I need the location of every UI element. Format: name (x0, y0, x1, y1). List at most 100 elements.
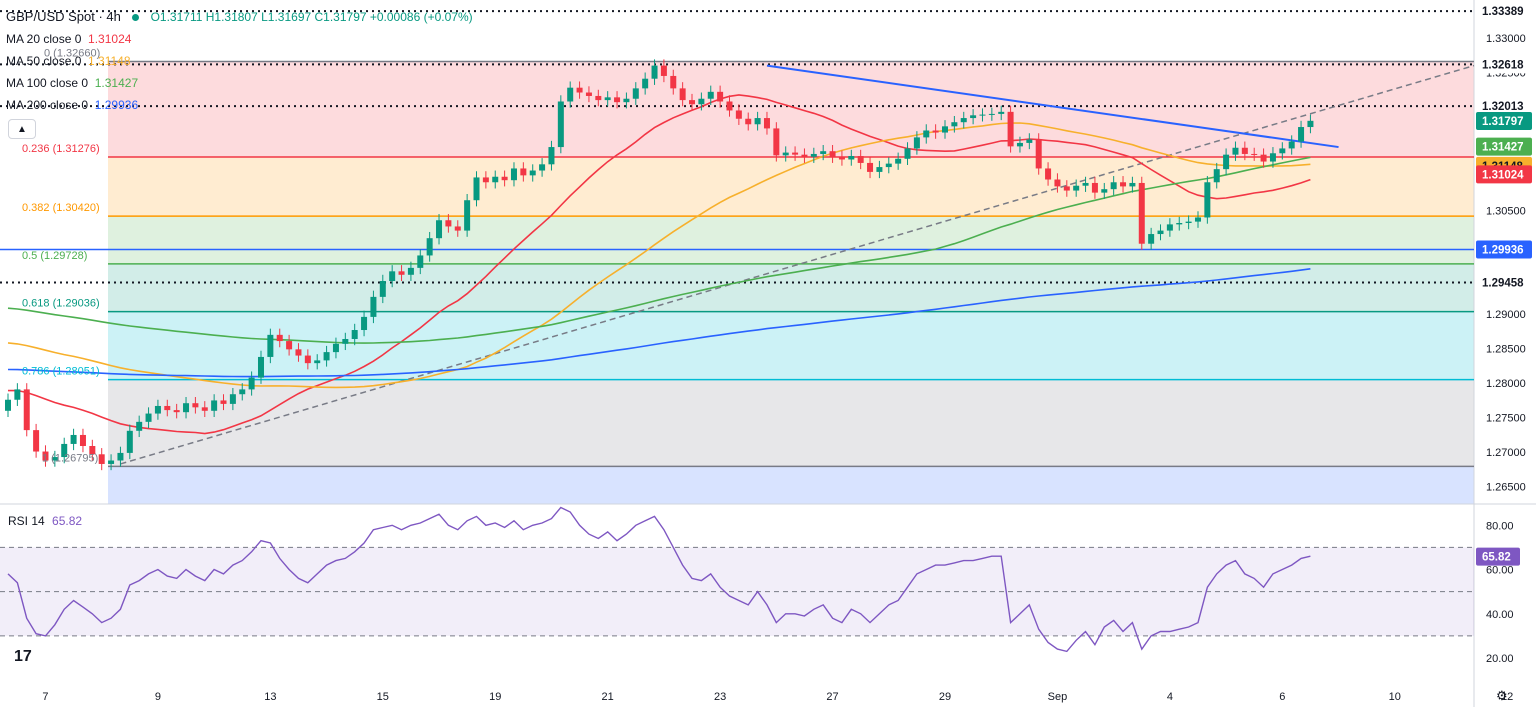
candle (970, 109, 977, 125)
candle-body (1101, 189, 1108, 193)
candle (314, 354, 321, 370)
candle (436, 214, 443, 245)
candle-body (379, 280, 386, 297)
symbol-title: GBP/USD Spot · 4h (6, 9, 121, 24)
candle (342, 332, 349, 351)
ma20-legend[interactable]: MA 20 close 0 1.31024 (6, 32, 132, 46)
rsi-legend[interactable]: RSI 14 65.82 (8, 514, 82, 528)
candle-body (436, 220, 443, 239)
candle (539, 158, 546, 177)
rsi-badge (1476, 547, 1520, 566)
candle (51, 450, 58, 467)
candle (951, 115, 958, 133)
rsi-title: RSI 14 (8, 514, 45, 528)
price-tick-label: 1.33000 (1486, 33, 1526, 45)
candle (932, 124, 939, 139)
candle (998, 105, 1005, 121)
dashed-trendline (120, 64, 1475, 465)
candle (1185, 215, 1192, 230)
candle (286, 334, 293, 356)
candle-body (136, 421, 143, 431)
collapse-legend-button[interactable]: ▲ (8, 119, 36, 139)
candle (1120, 176, 1127, 193)
candle (1073, 179, 1080, 197)
fib-zone (108, 61, 1474, 157)
candle (595, 89, 602, 107)
candle-body (1045, 168, 1052, 180)
rsi-tick-label: 20.00 (1486, 653, 1514, 665)
price-badge-label: 1.29936 (1482, 245, 1524, 257)
candle (1279, 142, 1286, 160)
candle (660, 59, 667, 83)
candle-body (1129, 182, 1136, 187)
candle (351, 323, 358, 346)
candle (1138, 176, 1145, 250)
candle (1241, 141, 1248, 161)
symbol-row: GBP/USD Spot · 4h O1.31711 H1.31807 L1.3… (6, 6, 473, 28)
fib-label: 0.618 (1.29036) (22, 298, 100, 310)
ma100-legend[interactable]: MA 100 close 0 1.31427 (6, 76, 139, 90)
candle-body (1035, 139, 1042, 169)
candle (445, 214, 452, 233)
candle (745, 112, 752, 131)
candle (885, 157, 892, 174)
candle-body (1223, 154, 1230, 170)
candle (1204, 176, 1211, 224)
candle-body (1241, 147, 1248, 154)
candle-body (998, 111, 1005, 114)
candle-body (51, 457, 58, 461)
candle (567, 81, 574, 108)
candle-body (1194, 217, 1201, 222)
candle-body (1176, 223, 1183, 225)
candle-body (660, 65, 667, 76)
fib-label: 0 (1.32660) (44, 47, 100, 59)
candle-body (942, 126, 948, 133)
candle-body (595, 95, 602, 101)
candle-body (70, 434, 77, 444)
gear-icon[interactable]: ⚙ (1496, 688, 1508, 703)
candle-body (1185, 221, 1192, 224)
candle (604, 91, 611, 107)
candle-body (361, 316, 368, 331)
candle (895, 152, 902, 170)
candle (548, 140, 555, 171)
time-tick-label: 19 (489, 691, 501, 703)
candle (5, 393, 11, 418)
chevron-up-icon: ▲ (17, 123, 27, 135)
candle-body (1007, 111, 1014, 147)
candle-body (229, 394, 236, 404)
candle (829, 144, 836, 163)
candle-body (407, 267, 414, 275)
candle-body (867, 162, 874, 172)
candle (510, 162, 517, 187)
candle (70, 428, 77, 451)
candle-body (792, 152, 799, 155)
candle-body (248, 377, 255, 390)
candle (145, 407, 152, 429)
candle (389, 265, 396, 288)
candle (332, 337, 339, 359)
candle (1223, 148, 1230, 176)
price-badge (1476, 273, 1532, 292)
candle-body (1204, 182, 1211, 218)
candle-body (1082, 182, 1089, 186)
candle-body (257, 356, 264, 378)
ma200-legend[interactable]: MA 200 close 0 1.29936 (6, 98, 139, 112)
candle (1082, 176, 1089, 192)
candle-body (670, 75, 677, 89)
candle (1063, 180, 1070, 197)
ma50-legend[interactable]: MA 50 close 0 1.31148 (6, 54, 131, 68)
price-tick-label: 1.27000 (1486, 447, 1526, 459)
candle-body (1026, 139, 1033, 143)
candle-body (426, 238, 433, 256)
candle-body (332, 343, 339, 353)
rsi-tick-label: 40.00 (1486, 609, 1514, 621)
candle-body (173, 410, 180, 413)
candle-body (295, 349, 302, 356)
candle-body (520, 168, 527, 176)
candle (1166, 218, 1173, 237)
candle-body (951, 122, 958, 127)
candle-body (820, 151, 827, 154)
candle-body (548, 147, 555, 165)
